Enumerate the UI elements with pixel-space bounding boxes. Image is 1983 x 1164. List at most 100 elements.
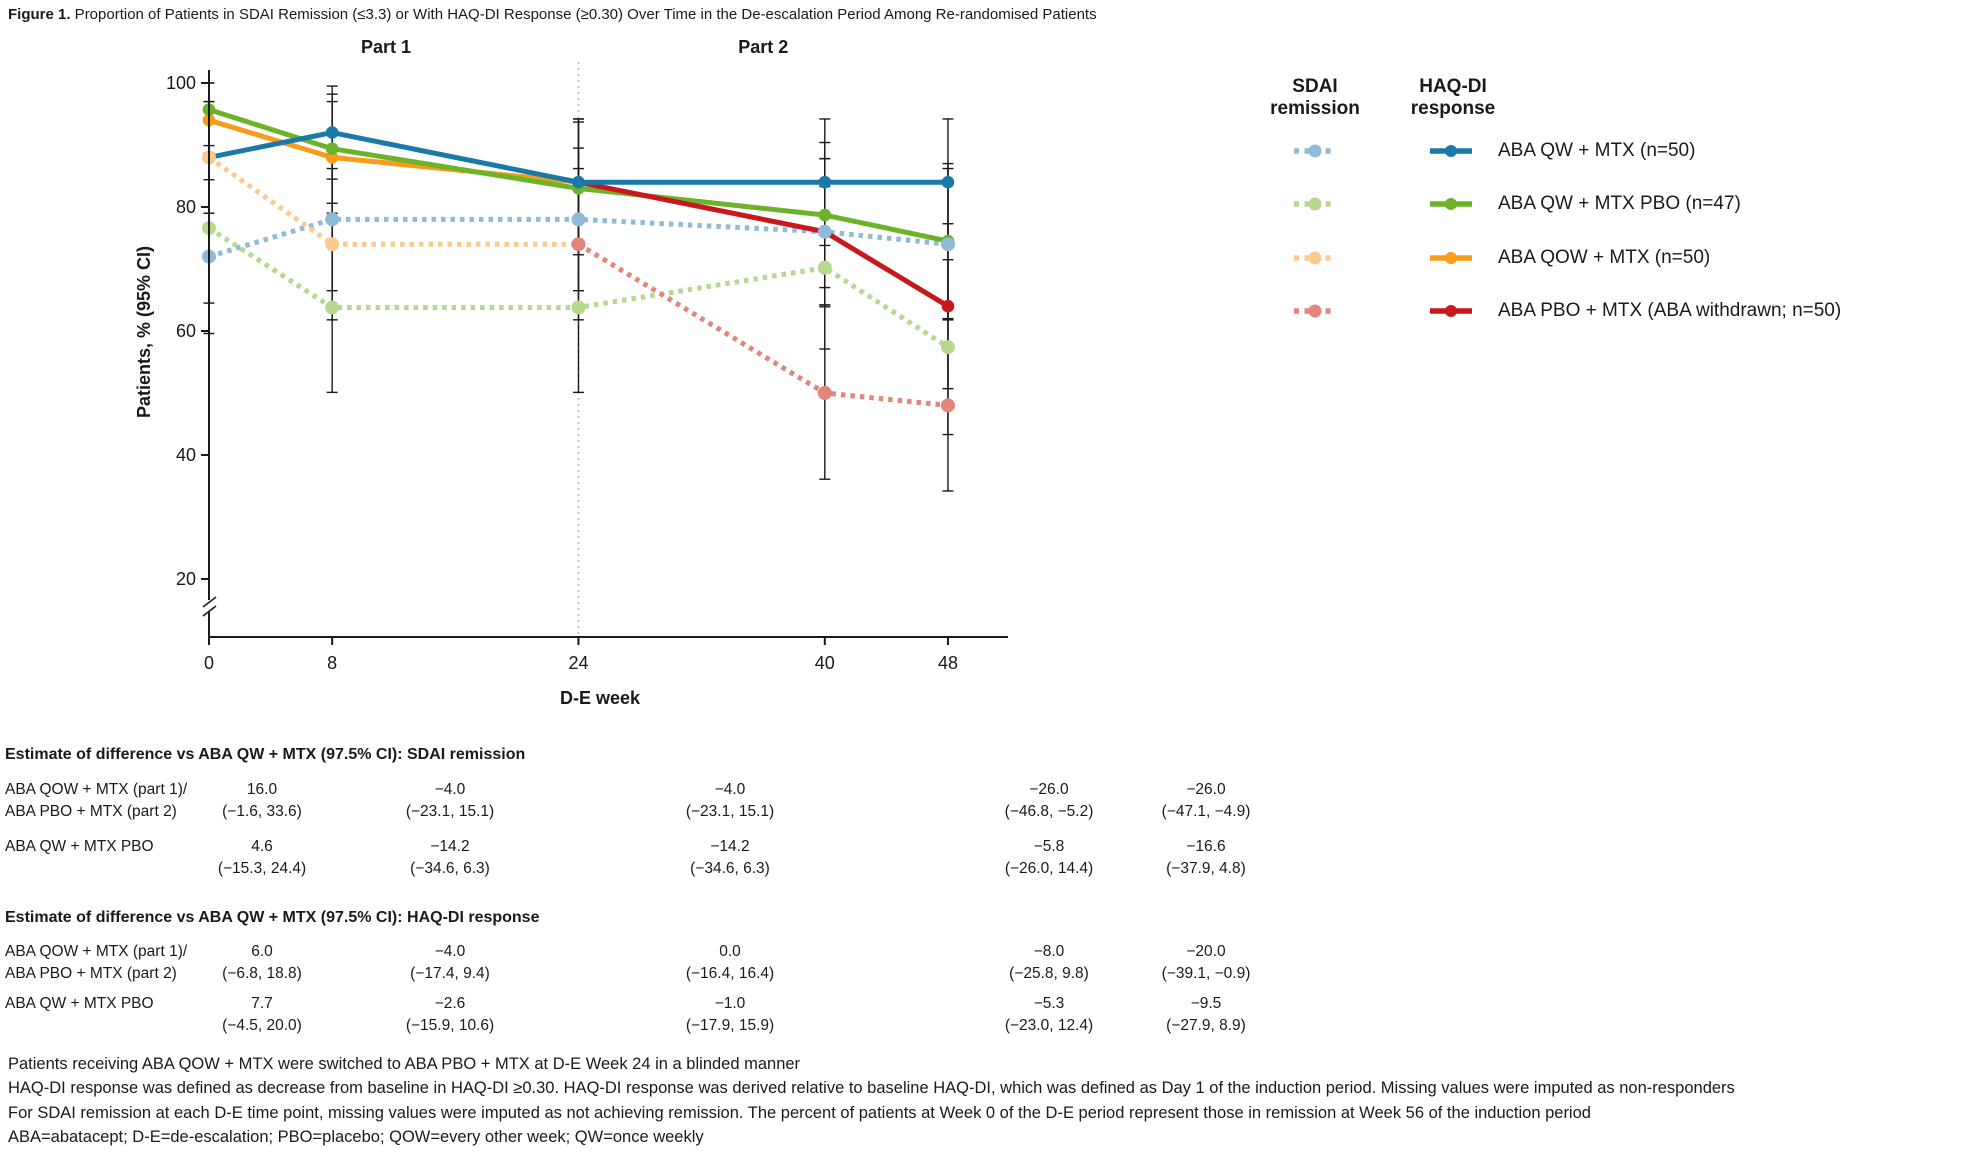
footnote: For SDAI remission at each D-E time poin… bbox=[8, 1103, 1591, 1122]
table-cell: −5.3 (−23.0, 12.4) bbox=[969, 993, 1129, 1037]
table-cell: −5.8 (−26.0, 14.4) bbox=[969, 836, 1129, 880]
estimate-value: 0.0 bbox=[719, 943, 741, 960]
estimate-value: −14.2 bbox=[710, 838, 750, 855]
solid-line-marker-glyph bbox=[1430, 198, 1472, 210]
legend-item: ABA PBO + MTX (ABA withdrawn; n=50) bbox=[1293, 300, 1973, 322]
estimate-value: −20.0 bbox=[1186, 943, 1226, 960]
x-tick-label: 48 bbox=[938, 653, 958, 673]
footnote: ABA=abatacept; D-E=de-escalation; PBO=pl… bbox=[8, 1127, 704, 1146]
data-point-sdai-aba-pbo-mtx-w24 bbox=[571, 237, 586, 252]
x-tick-label: 0 bbox=[204, 653, 214, 673]
ci-value: (−34.6, 6.3) bbox=[690, 860, 770, 877]
ci-value: (−25.8, 9.8) bbox=[1009, 965, 1089, 982]
table-cell: −1.0 (−17.9, 15.9) bbox=[650, 993, 810, 1037]
sdai-difference-table: Estimate of difference vs ABA QW + MTX (… bbox=[5, 746, 1405, 877]
dotted-line-marker-glyph bbox=[1294, 251, 1336, 265]
footnote: HAQ-DI response was defined as decrease … bbox=[8, 1079, 1735, 1098]
row-label: ABA QW + MTX PBO bbox=[5, 838, 154, 855]
sdai-remission-marker bbox=[1293, 303, 1337, 319]
table-cell: 4.6 (−15.3, 24.4) bbox=[182, 836, 342, 880]
data-point-sdai-aba-qow-mtx-w8 bbox=[325, 237, 340, 252]
table-header: Estimate of difference vs ABA QW + MTX (… bbox=[5, 746, 526, 763]
ci-value: (−27.9, 8.9) bbox=[1166, 1017, 1246, 1034]
dotted-line-marker-glyph bbox=[1294, 304, 1336, 318]
estimate-value: −8.0 bbox=[1033, 943, 1065, 960]
data-point-sdai-aba-qw-mtx-w48 bbox=[940, 237, 955, 252]
table-cell: −4.0 (−17.4, 9.4) bbox=[370, 941, 530, 985]
estimate-value: −4.0 bbox=[714, 781, 746, 798]
footnotes: Patients receiving ABA QOW + MTX were sw… bbox=[8, 1052, 1735, 1149]
solid-line-marker-glyph bbox=[1430, 305, 1472, 317]
chart-svg: 20 40 60 80 100 0 8 24 40 48 Part 1 Part 2 D-E week P… bbox=[134, 37, 1008, 708]
ci-value: (−23.0, 12.4) bbox=[1004, 1017, 1094, 1034]
table-cell: 6.0 (−6.8, 18.8) bbox=[182, 941, 342, 985]
x-axis-label: D-E week bbox=[560, 688, 641, 708]
data-point-haqdi-aba-qw-mtx-pbo-w40 bbox=[818, 208, 832, 222]
ci-value: (−1.6, 33.6) bbox=[222, 803, 302, 820]
data-point-haqdi-aba-qw-mtx-w8 bbox=[325, 126, 339, 139]
table-cell: 7.7 (−4.5, 20.0) bbox=[182, 993, 342, 1037]
ci-value: (−15.9, 10.6) bbox=[405, 1017, 495, 1034]
ci-value: (−6.8, 18.8) bbox=[222, 965, 302, 982]
y-axis-label: Patients, % (95% CI) bbox=[134, 246, 154, 418]
y-tick-label: 40 bbox=[176, 445, 196, 465]
haqdi-response-marker bbox=[1429, 250, 1473, 266]
estimate-value: −5.8 bbox=[1033, 838, 1065, 855]
data-point-haqdi-aba-pbo-mtx-w48 bbox=[941, 299, 955, 313]
table-cell: −14.2 (−34.6, 6.3) bbox=[650, 836, 810, 880]
table-cell: −26.0 (−46.8, −5.2) bbox=[969, 779, 1129, 823]
haqdi-response-marker bbox=[1429, 143, 1473, 159]
figure-title: Figure 1. Proportion of Patients in SDAI… bbox=[8, 6, 1097, 23]
data-point-sdai-aba-qw-mtx-w24 bbox=[571, 212, 586, 227]
estimate-value: −4.0 bbox=[434, 943, 466, 960]
legend-item: ABA QW + MTX PBO (n=47) bbox=[1293, 193, 1973, 215]
table-cell: 0.0 (−16.4, 16.4) bbox=[650, 941, 810, 985]
row-label: ABA QW + MTX PBO bbox=[5, 995, 154, 1012]
estimate-value: −9.5 bbox=[1190, 995, 1222, 1012]
ci-value: (−46.8, −5.2) bbox=[1004, 803, 1094, 820]
data-point-sdai-aba-qw-mtx-w40 bbox=[817, 224, 832, 239]
data-point-sdai-aba-pbo-mtx-w40 bbox=[817, 386, 832, 400]
estimate-value: 4.6 bbox=[251, 838, 273, 855]
data-point-sdai-aba-qw-mtx-pbo-w40 bbox=[817, 260, 832, 275]
data-point-haqdi-aba-qw-mtx-w40 bbox=[818, 175, 832, 189]
dotted-line-marker-glyph bbox=[1294, 197, 1336, 211]
ci-value: (−26.0, 14.4) bbox=[1004, 860, 1094, 877]
data-point-haqdi-aba-qw-mtx-w24 bbox=[572, 175, 585, 189]
row-label: ABA QOW + MTX (part 1)/ ABA PBO + MTX (p… bbox=[5, 943, 188, 982]
table-cell: 16.0 (−1.6, 33.6) bbox=[182, 779, 342, 823]
table-cell: −9.5 (−27.9, 8.9) bbox=[1126, 993, 1286, 1037]
ci-value: (−34.6, 6.3) bbox=[410, 860, 490, 877]
table-cell: −4.0 (−23.1, 15.1) bbox=[370, 779, 530, 823]
series-line-sdai-aba-pbo-mtx bbox=[577, 242, 949, 408]
table-cell: −4.0 (−23.1, 15.1) bbox=[650, 779, 810, 823]
data-point-haqdi-aba-qw-mtx-pbo-w8 bbox=[325, 142, 339, 156]
table-cell: −8.0 (−25.8, 9.8) bbox=[969, 941, 1129, 985]
legend-item: ABA QW + MTX (n=50) bbox=[1293, 140, 1973, 162]
data-point-haqdi-aba-qow-mtx-w8 bbox=[325, 151, 339, 164]
y-tick-label: 20 bbox=[176, 569, 196, 589]
legend-item-label: ABA QW + MTX (n=50) bbox=[1498, 140, 1696, 161]
estimate-value: −26.0 bbox=[1029, 781, 1069, 798]
haqdi-response-marker bbox=[1429, 303, 1473, 319]
y-axis-break-icon bbox=[202, 596, 217, 617]
data-point-sdai-aba-qw-mtx-pbo-w48 bbox=[940, 340, 955, 355]
haqdi-response-marker bbox=[1429, 196, 1473, 212]
ci-value: (−37.9, 4.8) bbox=[1166, 860, 1246, 877]
estimate-value: −4.0 bbox=[434, 781, 466, 798]
series-line-haqdi-aba-pbo-mtx bbox=[577, 179, 950, 309]
table-cell: −16.6 (−37.9, 4.8) bbox=[1126, 836, 1286, 880]
estimate-value: −5.3 bbox=[1033, 995, 1065, 1012]
haqdi-difference-table: Estimate of difference vs ABA QW + MTX (… bbox=[5, 909, 1405, 1034]
ci-value: (−4.5, 20.0) bbox=[222, 1017, 302, 1034]
ci-value: (−23.1, 15.1) bbox=[685, 803, 775, 820]
data-point-sdai-aba-qw-mtx-w8 bbox=[325, 212, 340, 227]
series-line-sdai-aba-qow-mtx bbox=[207, 155, 579, 247]
estimate-value: −14.2 bbox=[430, 838, 470, 855]
legend-item: ABA QOW + MTX (n=50) bbox=[1293, 247, 1973, 269]
solid-line-marker-glyph bbox=[1430, 145, 1472, 157]
sdai-remission-marker bbox=[1293, 250, 1337, 266]
table-cell: −20.0 (−39.1, −0.9) bbox=[1126, 941, 1286, 985]
row-label: ABA QOW + MTX (part 1)/ ABA PBO + MTX (p… bbox=[5, 781, 188, 820]
x-tick-label: 8 bbox=[327, 653, 337, 673]
